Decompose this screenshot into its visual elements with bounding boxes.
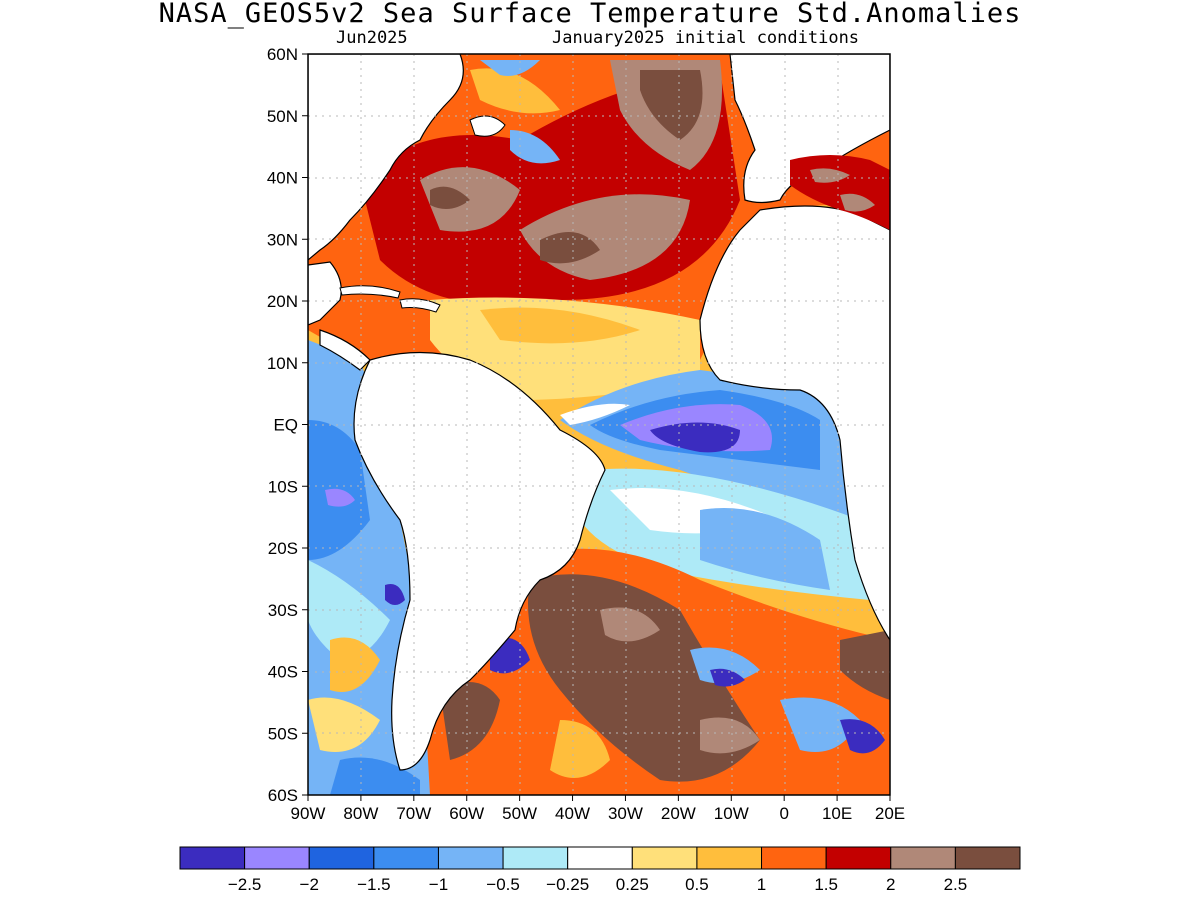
colorbar-label: −0.25 <box>546 875 589 894</box>
colorbar-label: 0.25 <box>616 875 649 894</box>
colorbar-swatch <box>373 846 439 870</box>
graticule <box>308 54 890 795</box>
lon-tick-label: 0 <box>779 804 788 823</box>
lon-tick-label: 70W <box>396 804 431 823</box>
lon-tick-label: 80W <box>343 804 378 823</box>
lat-tick-label: 10S <box>268 477 298 496</box>
africa-land <box>699 205 890 642</box>
south-america-land <box>353 351 606 771</box>
colorbar-label: 2 <box>886 875 895 894</box>
lat-tick-label: 30N <box>267 230 298 249</box>
lon-tick-label: 30W <box>608 804 643 823</box>
colorbar-swatch <box>761 846 827 870</box>
colorbar-swatch <box>567 846 633 870</box>
lon-tick-label: 40W <box>555 804 590 823</box>
map-title: NASA_GEOS5v2 Sea Surface Temperature Std… <box>158 0 1022 29</box>
lon-tick-label: 20E <box>875 804 905 823</box>
lat-tick-label: 50N <box>267 107 298 126</box>
colorbar: −2.5 −2 −1.5 −1 −0.5 −0.25 0.25 0.5 1 1.5 2 2.5 <box>179 846 1021 894</box>
colorbar-label: −2.5 <box>228 875 262 894</box>
colorbar-swatch <box>954 846 1021 870</box>
colorbar-label: −1.5 <box>357 875 391 894</box>
colorbar-label: 2.5 <box>944 875 968 894</box>
colorbar-swatch <box>437 846 504 870</box>
colorbar-swatch <box>825 846 892 870</box>
lon-tick-label: 20W <box>661 804 696 823</box>
colorbar-swatch <box>179 846 246 870</box>
lon-tick-label: 60W <box>449 804 484 823</box>
lat-tick-label: 50S <box>268 724 298 743</box>
land-masses <box>308 54 890 771</box>
colorbar-label: −0.5 <box>486 875 520 894</box>
forecast-month: Jun2025 <box>336 28 408 48</box>
lat-tick-label: 40S <box>268 663 298 682</box>
colorbar-swatch <box>308 846 375 870</box>
longitude-axis: 90W 80W 70W 60W 50W 40W 30W 20W 10W 0 10E 20E <box>291 795 905 823</box>
lon-tick-label: 50W <box>502 804 537 823</box>
lat-tick-label: 20S <box>268 539 298 558</box>
colorbar-label: −1 <box>429 875 448 894</box>
lat-tick-label: 30S <box>268 601 298 620</box>
colorbar-swatch <box>244 846 310 870</box>
lon-tick-label: 10E <box>822 804 852 823</box>
lat-tick-label: 10N <box>267 354 298 373</box>
lat-tick-label: 20N <box>267 292 298 311</box>
colorbar-swatch <box>631 846 698 870</box>
north-america-land <box>308 54 464 261</box>
colorbar-swatch <box>696 846 763 870</box>
latitude-axis: 60N 50N 40N 30N 20N 10N EQ 10S 20S 30S 40S 50S 60S <box>267 45 308 805</box>
lon-tick-label: 90W <box>291 804 326 823</box>
lat-tick-label: 60S <box>268 786 298 805</box>
lat-tick-label: 40N <box>267 169 298 188</box>
lon-tick-label: 10W <box>714 804 749 823</box>
colorbar-label: −2 <box>300 875 319 894</box>
lat-tick-label: EQ <box>273 416 298 435</box>
lat-tick-label: 60N <box>267 45 298 64</box>
initial-conditions-label: January2025 initial conditions <box>552 28 860 48</box>
colorbar-label: 1.5 <box>814 875 838 894</box>
colorbar-swatch <box>890 846 956 870</box>
colorbar-label: 1 <box>757 875 766 894</box>
colorbar-swatch <box>502 846 569 870</box>
colorbar-label: 0.5 <box>685 875 709 894</box>
